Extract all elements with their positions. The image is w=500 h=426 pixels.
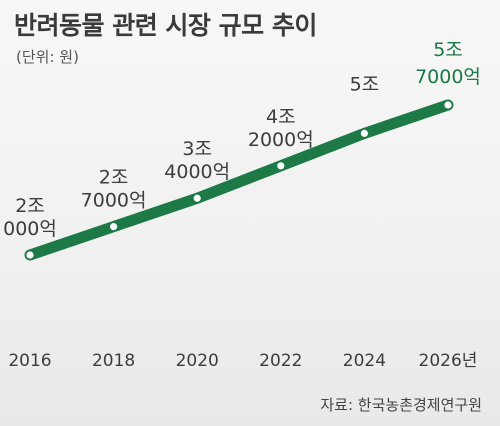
data-point [193, 194, 201, 202]
data-point [110, 223, 118, 231]
data-label: 4조 [266, 106, 296, 128]
data-label: 5조 [350, 73, 380, 95]
unit-label: (단위: 원) [16, 48, 79, 66]
data-point [26, 251, 34, 259]
x-tick-label: 2020 [176, 351, 219, 371]
series-line [24, 99, 454, 261]
x-tick-label: 2022 [259, 351, 302, 371]
data-label: 2조 [15, 195, 45, 217]
x-tick-label: 2026년 [419, 351, 478, 371]
data-label: 7000억 [415, 66, 481, 88]
data-point [360, 129, 368, 137]
data-label: 2000억 [248, 129, 314, 151]
source-note: 자료: 한국농촌경제연구원 [320, 396, 482, 414]
data-point [444, 101, 452, 109]
data-label: 2조 [99, 167, 129, 189]
data-label: 000억 [3, 218, 57, 240]
data-label: 4000억 [164, 161, 230, 183]
data-label: 3조 [182, 138, 212, 160]
data-point [277, 162, 285, 170]
x-tick-label: 2018 [92, 351, 135, 371]
data-label: 5조 [433, 39, 463, 61]
data-label: 7000억 [81, 190, 147, 212]
chart-title: 반려동물 관련 시장 규모 추이 [14, 11, 317, 40]
x-tick-label: 2024 [343, 351, 386, 371]
x-tick-label: 2016 [8, 351, 51, 371]
